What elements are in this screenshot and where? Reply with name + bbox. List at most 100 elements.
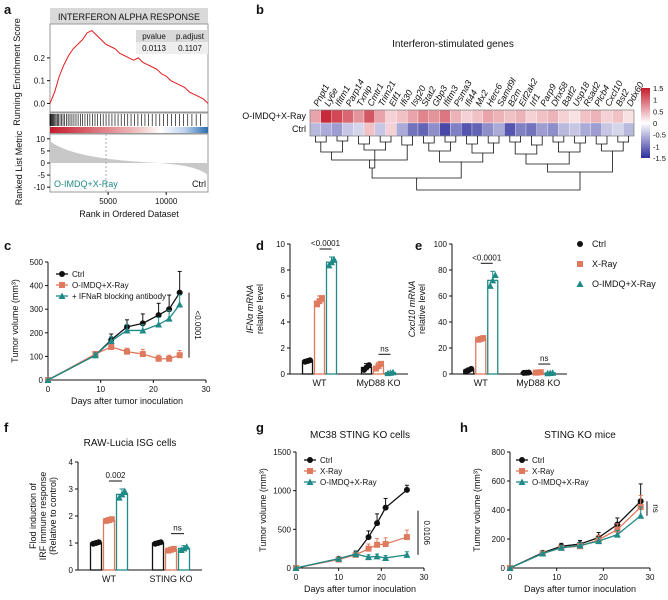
y-tick-label: 20 bbox=[438, 344, 447, 353]
heat-cell bbox=[407, 109, 419, 124]
y-axis-label: Tumor volume (mm³) bbox=[258, 468, 268, 552]
data-point bbox=[307, 468, 313, 474]
data-point bbox=[549, 369, 557, 376]
data-point bbox=[389, 368, 397, 376]
heat-cell bbox=[417, 109, 429, 124]
dendrogram-branch bbox=[466, 136, 478, 145]
row-label: Ctrl bbox=[292, 124, 306, 134]
legend-label: O-IMDQ+X-Ray bbox=[592, 279, 656, 289]
y-axis-label: Tumor volume (mm³) bbox=[10, 279, 20, 363]
heat-cell bbox=[504, 109, 516, 124]
heat-cell bbox=[374, 109, 386, 124]
data-point bbox=[319, 295, 325, 302]
color-scale-label: 0.5 bbox=[653, 107, 663, 116]
data-point bbox=[155, 321, 163, 328]
y-axis-label: Flod induction of bbox=[28, 482, 38, 549]
y-tick-label: 800 bbox=[492, 448, 506, 457]
table-header-cell bbox=[172, 30, 208, 42]
data-point bbox=[166, 355, 173, 362]
data-point bbox=[576, 280, 584, 287]
bar bbox=[151, 542, 165, 571]
color-scale-label: 1 bbox=[653, 96, 657, 105]
data-point bbox=[382, 541, 389, 548]
heat-cell bbox=[471, 109, 483, 124]
heat-cell bbox=[363, 122, 375, 137]
bar bbox=[325, 261, 338, 375]
y-tick-label: 100 bbox=[434, 240, 448, 249]
data-point bbox=[365, 534, 372, 541]
data-point bbox=[373, 552, 381, 560]
dendrogram-branch bbox=[617, 136, 629, 143]
es-frame bbox=[49, 23, 209, 113]
series-line bbox=[509, 500, 642, 569]
data-point bbox=[335, 555, 343, 562]
significance-label: ns bbox=[651, 504, 660, 512]
x-axis-label: Rank in Ordered Dataset bbox=[79, 209, 179, 219]
heat-cell bbox=[342, 122, 354, 137]
dendrogram-branch bbox=[601, 142, 624, 152]
heat-cell bbox=[558, 109, 570, 124]
x-axis-label: Days after tumor inoculation bbox=[71, 396, 183, 406]
significance-label: <0.0001 bbox=[311, 239, 341, 248]
table-value-row bbox=[136, 42, 208, 54]
chart-title: RAW-Lucia ISG cells bbox=[84, 438, 177, 449]
data-point bbox=[486, 282, 494, 289]
y-tick-label: 300 bbox=[30, 305, 44, 314]
heat-cell bbox=[353, 109, 365, 124]
dendrogram-branch bbox=[574, 136, 586, 144]
category-label: WT bbox=[102, 574, 116, 584]
heat-cell bbox=[385, 109, 397, 124]
y-tick-label: 3 bbox=[69, 485, 74, 494]
dendrogram-branch bbox=[416, 172, 581, 191]
legend-label: Ctrl bbox=[72, 270, 85, 279]
data-point bbox=[139, 351, 146, 358]
table-value: 0.0113 bbox=[142, 44, 166, 53]
data-point bbox=[365, 553, 373, 561]
y-axis-label: IFNα mRNA bbox=[245, 285, 255, 334]
data-point bbox=[59, 271, 65, 277]
y-axis-label: relative level bbox=[417, 284, 427, 334]
right-group-label: Ctrl bbox=[192, 179, 206, 189]
y-tick-label: 500 bbox=[278, 525, 292, 534]
panel-letter-d: d bbox=[256, 238, 264, 253]
panel-letter-c: c bbox=[4, 238, 11, 253]
category-label: MyD88 KO bbox=[516, 378, 560, 388]
row-label: O-IMDQ+X-Ray bbox=[242, 111, 306, 121]
heat-cell bbox=[482, 109, 494, 124]
data-point bbox=[155, 355, 162, 362]
chart-title: INTERFERON ALPHA RESPONSE bbox=[58, 12, 200, 22]
y-tick-label: -10 bbox=[33, 183, 45, 192]
y-axis-label: Running Enrichment Score bbox=[12, 18, 22, 126]
y-tick-label: 0 bbox=[443, 370, 448, 379]
heat-cell bbox=[309, 122, 321, 137]
heat-cell bbox=[525, 109, 537, 124]
heat-cell bbox=[428, 109, 440, 124]
heat-cell bbox=[558, 122, 570, 137]
chart-a: INTERFERON ALPHA RESPONSE 0.2 0.1 0.0 pvalue… bbox=[12, 8, 209, 219]
significance-label: 0.002 bbox=[105, 471, 126, 480]
title-bar bbox=[50, 8, 208, 24]
heat-cell bbox=[569, 109, 581, 124]
y-axis-label: IRF immune response bbox=[38, 472, 48, 561]
heat-cell bbox=[569, 122, 581, 137]
heat-cell bbox=[493, 122, 505, 137]
x-tick-label: 30 bbox=[646, 573, 655, 582]
dendrogram-branch bbox=[315, 136, 327, 143]
data-point bbox=[468, 365, 475, 372]
data-point bbox=[155, 312, 162, 319]
data-point bbox=[595, 537, 603, 545]
heat-cell bbox=[547, 122, 559, 137]
y-axis-label: Tumor volume (mm³) bbox=[472, 468, 482, 552]
color-scale-label: 0 bbox=[653, 119, 657, 128]
dendrogram-branch bbox=[320, 141, 343, 153]
heat-cell bbox=[590, 122, 602, 137]
chart-title: STING KO mice bbox=[544, 430, 616, 441]
dendrogram-branch bbox=[371, 162, 462, 179]
y-tick-label: 100 bbox=[30, 352, 44, 361]
data-point bbox=[176, 352, 183, 359]
data-point bbox=[539, 550, 547, 557]
data-point bbox=[108, 516, 115, 523]
y-axis-label: Cxcl10 mRNA bbox=[407, 281, 417, 338]
chart-f: 0 1 2 3 4 RAW-Lucia ISG cells Flod induction o… bbox=[28, 438, 202, 584]
